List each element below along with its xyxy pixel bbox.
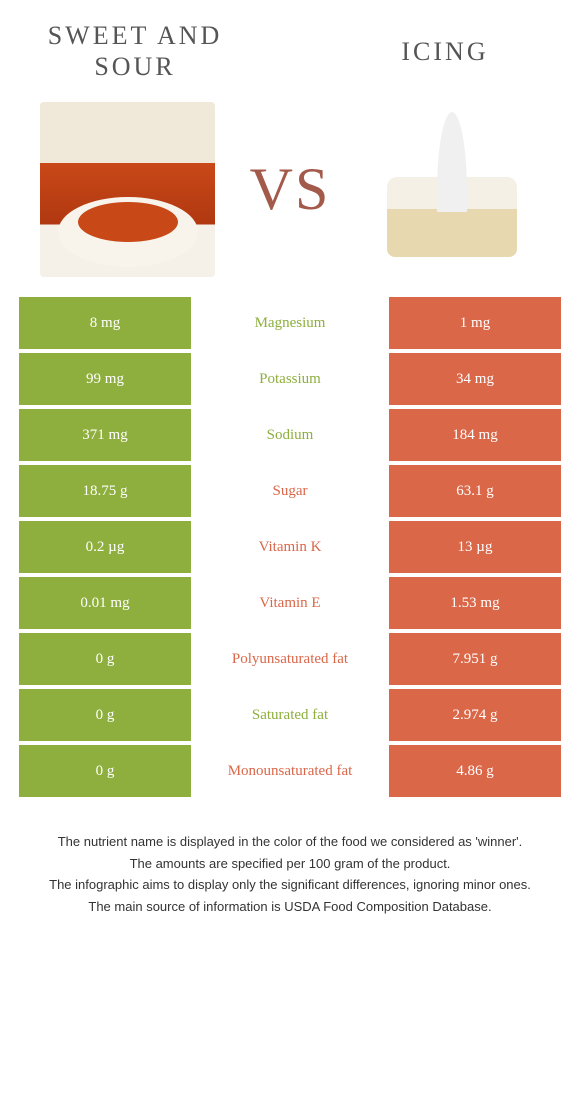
- footer-line: The main source of information is USDA F…: [25, 897, 555, 917]
- right-value: 13 µg: [389, 521, 561, 573]
- left-value: 0 g: [19, 633, 191, 685]
- left-value: 18.75 g: [19, 465, 191, 517]
- left-value: 0 g: [19, 745, 191, 797]
- footer-line: The amounts are specified per 100 gram o…: [25, 854, 555, 874]
- nutrient-label: Magnesium: [194, 297, 386, 349]
- nutrient-table: 8 mgMagnesium1 mg99 mgPotassium34 mg371 …: [15, 297, 565, 797]
- table-row: 99 mgPotassium34 mg: [19, 353, 561, 405]
- nutrient-label: Sugar: [194, 465, 386, 517]
- nutrient-label: Polyunsaturated fat: [194, 633, 386, 685]
- right-value: 4.86 g: [389, 745, 561, 797]
- table-row: 0.2 µgVitamin K13 µg: [19, 521, 561, 573]
- right-value: 2.974 g: [389, 689, 561, 741]
- footer-line: The infographic aims to display only the…: [25, 875, 555, 895]
- right-value: 63.1 g: [389, 465, 561, 517]
- nutrient-label: Monounsaturated fat: [194, 745, 386, 797]
- left-value: 371 mg: [19, 409, 191, 461]
- images-row: VS: [15, 87, 565, 297]
- vs-label: VS: [250, 155, 331, 224]
- nutrient-label: Saturated fat: [194, 689, 386, 741]
- nutrient-label: Sodium: [194, 409, 386, 461]
- left-value: 0.01 mg: [19, 577, 191, 629]
- table-row: 18.75 gSugar63.1 g: [19, 465, 561, 517]
- table-row: 371 mgSodium184 mg: [19, 409, 561, 461]
- left-value: 0.2 µg: [19, 521, 191, 573]
- left-food-title: SWEET AND SOUR: [35, 20, 235, 82]
- right-value: 7.951 g: [389, 633, 561, 685]
- table-row: 8 mgMagnesium1 mg: [19, 297, 561, 349]
- right-value: 1.53 mg: [389, 577, 561, 629]
- right-value: 1 mg: [389, 297, 561, 349]
- right-value: 34 mg: [389, 353, 561, 405]
- left-value: 8 mg: [19, 297, 191, 349]
- right-food-title: ICING: [345, 36, 545, 67]
- footer-line: The nutrient name is displayed in the co…: [25, 832, 555, 852]
- left-food-image: [40, 102, 215, 277]
- nutrient-label: Vitamin K: [194, 521, 386, 573]
- table-row: 0 gSaturated fat2.974 g: [19, 689, 561, 741]
- table-row: 0 gPolyunsaturated fat7.951 g: [19, 633, 561, 685]
- right-value: 184 mg: [389, 409, 561, 461]
- left-value: 99 mg: [19, 353, 191, 405]
- right-food-image: [365, 102, 540, 277]
- table-row: 0 gMonounsaturated fat4.86 g: [19, 745, 561, 797]
- nutrient-label: Vitamin E: [194, 577, 386, 629]
- header-titles: SWEET AND SOUR ICING: [15, 10, 565, 87]
- table-row: 0.01 mgVitamin E1.53 mg: [19, 577, 561, 629]
- footer-notes: The nutrient name is displayed in the co…: [15, 832, 565, 916]
- nutrient-label: Potassium: [194, 353, 386, 405]
- left-value: 0 g: [19, 689, 191, 741]
